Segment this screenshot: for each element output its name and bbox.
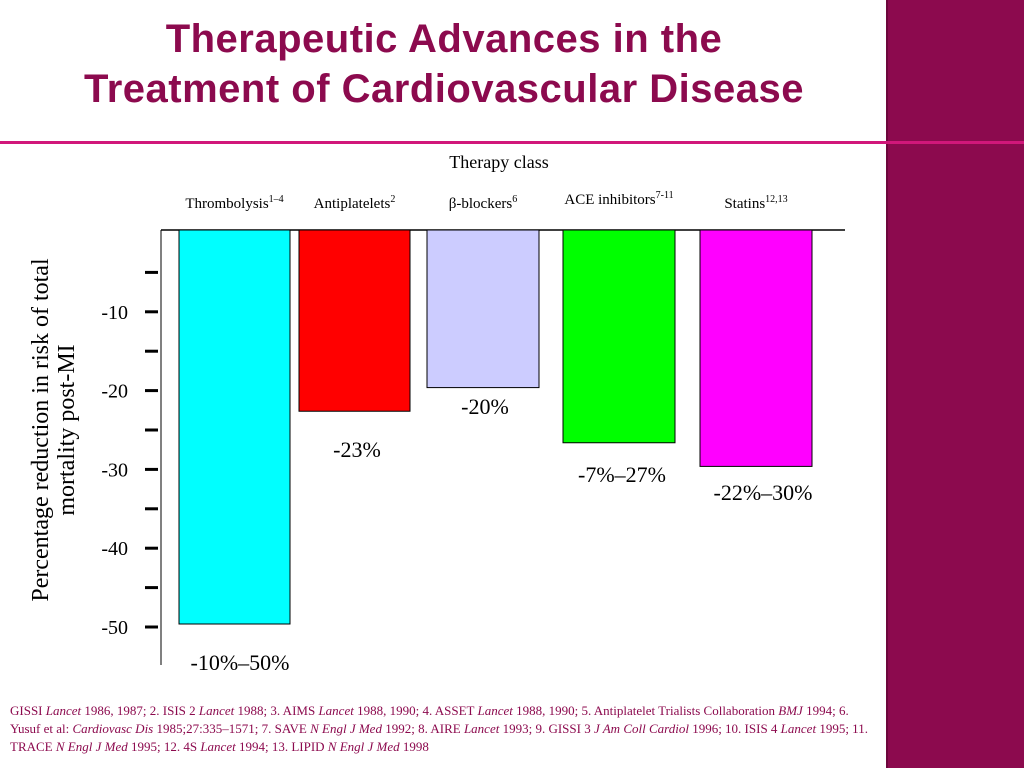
ref-text: 1995; 12. 4S <box>127 739 201 754</box>
ref-journal: Lancet <box>45 703 82 718</box>
value-label: -10%–50% <box>191 650 290 675</box>
category-label: ACE inhibitors7-11 <box>564 190 673 208</box>
slide-sidebar <box>888 0 1024 768</box>
ref-journal: Lancet <box>200 739 236 754</box>
chart-header: Therapy class <box>449 152 548 172</box>
ref-journal: N Engl J Med <box>327 739 400 754</box>
ref-text: 1993; 9. GISSI 3 <box>499 721 594 736</box>
bar-chart: Therapy class Percentage reduction in ri… <box>28 152 845 675</box>
category-label: Thrombolysis1–4 <box>185 194 283 212</box>
ref-text: 1998 <box>399 739 429 754</box>
y-axis-label-line-2: mortality post-MI <box>54 344 80 515</box>
ref-journal: Cardiovasc Dis <box>72 721 154 736</box>
ref-text: 1992; 8. AIRE <box>381 721 464 736</box>
title-rule <box>0 141 1024 144</box>
y-tick-label: -20 <box>101 381 128 403</box>
ref-text: 1996; 10. ISIS 4 <box>688 721 781 736</box>
ref-text: 1995; 11. TRACE <box>10 721 868 754</box>
ref-journal: Lancet <box>198 703 235 718</box>
ref-journal: Lancet <box>318 703 354 718</box>
references: GISSI Lancet 1986, 1987; 2. ISIS 2 Lance… <box>10 702 870 756</box>
ref-journal: Lancet <box>780 721 817 736</box>
category-label: Antiplatelets2 <box>314 194 396 212</box>
category-label: β-blockers6 <box>449 194 517 212</box>
ref-journal: BMJ <box>778 703 803 718</box>
bar--blockers <box>426 229 540 389</box>
ref-text: 1988; 3. AIMS <box>234 703 319 718</box>
ref-journal: N Engl J Med <box>55 739 128 754</box>
bar-thrombolysis <box>178 229 291 625</box>
y-tick-label: -30 <box>101 459 128 481</box>
y-tick-label: -10 <box>101 302 128 324</box>
ref-text: 1994; 13. LIPID <box>235 739 328 754</box>
title-line-1: Therapeutic Advances in the <box>165 17 723 61</box>
value-label: -7%–27% <box>578 462 666 487</box>
value-label: -23% <box>333 437 381 462</box>
bar-ace-inhibitors <box>562 229 676 444</box>
slide-title: Therapeutic Advances in the Treatment of… <box>0 14 888 114</box>
ref-text: 1988, 1990; 4. ASSET <box>353 703 478 718</box>
ref-journal: N Engl J Med <box>310 721 382 736</box>
bar-antiplatelets <box>298 229 411 412</box>
category-label: Statins12,13 <box>724 194 787 212</box>
ref-journal: Lancet <box>463 721 500 736</box>
bar-statins <box>699 229 813 467</box>
value-label: -22%–30% <box>714 480 813 505</box>
y-tick-label: -40 <box>101 538 128 560</box>
ref-text: 1988, 1990; 5. Antiplatelet Trialists Co… <box>512 703 779 718</box>
ref-journal: Lancet <box>477 703 513 718</box>
ref-journal: J Am Coll Cardiol <box>593 721 689 736</box>
value-label: -20% <box>461 394 509 419</box>
y-axis-label: Percentage reduction in risk of total mo… <box>28 258 80 602</box>
y-tick-label: -50 <box>101 617 128 639</box>
ref-text: 1994; 6. Yusuf et al: <box>10 703 849 736</box>
ref-text: 1985;27:335–1571; 7. SAVE <box>153 721 311 736</box>
title-line-2: Treatment of Cardiovascular Disease <box>83 67 805 111</box>
sidebar-edge <box>886 0 888 768</box>
ref-text: 1986, 1987; 2. ISIS 2 <box>81 703 199 718</box>
y-axis-label-line-1: Percentage reduction in risk of total <box>28 258 54 602</box>
ref-1-text: GISSI <box>10 703 46 718</box>
